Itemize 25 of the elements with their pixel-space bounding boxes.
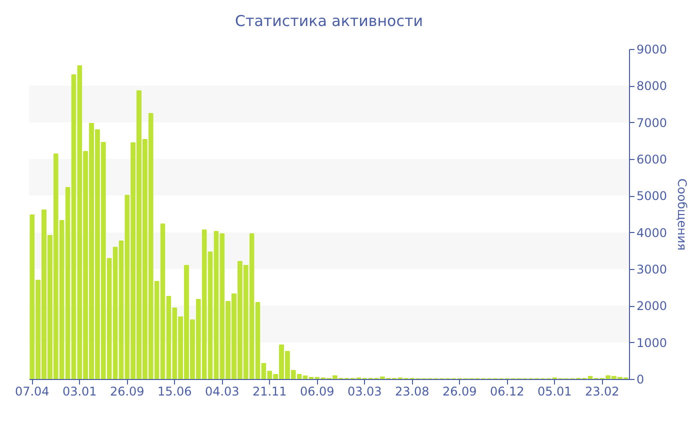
y-tick-label: 7000 — [636, 116, 668, 130]
y-tick-label: 4000 — [636, 226, 668, 240]
y-tick-label: 0 — [636, 372, 644, 386]
x-tick-label: 26.09 — [110, 384, 144, 398]
x-tick-label: 03.01 — [62, 384, 97, 398]
y-tick-label: 5000 — [636, 189, 668, 204]
y-tick-label: 1000 — [636, 336, 668, 350]
x-tick-label: 06.09 — [300, 384, 334, 398]
chart-title: Статистика активности — [235, 12, 423, 30]
y-axis-title: Сообщения — [675, 178, 690, 251]
y-tick-label: 6000 — [636, 152, 668, 166]
x-tick-label: 23.02 — [584, 384, 620, 398]
x-tick-label: 23.08 — [394, 384, 430, 398]
x-tick-label: 05.01 — [537, 384, 572, 398]
y-tick-label: 2000 — [636, 299, 668, 314]
x-tick-label: 26.09 — [442, 384, 477, 398]
x-tick-label: 21.11 — [252, 384, 287, 398]
y-tick-label: 3000 — [636, 262, 668, 276]
y-tick-label: 9000 — [636, 42, 668, 56]
x-tick-label: 03.03 — [347, 384, 382, 398]
x-tick-label: 04.03 — [204, 384, 240, 398]
x-tick-label: 07.04 — [14, 384, 50, 398]
y-tick-label: 8000 — [636, 79, 668, 94]
x-tick-label: 15.06 — [157, 384, 192, 398]
x-tick-label: 06.12 — [490, 384, 524, 398]
